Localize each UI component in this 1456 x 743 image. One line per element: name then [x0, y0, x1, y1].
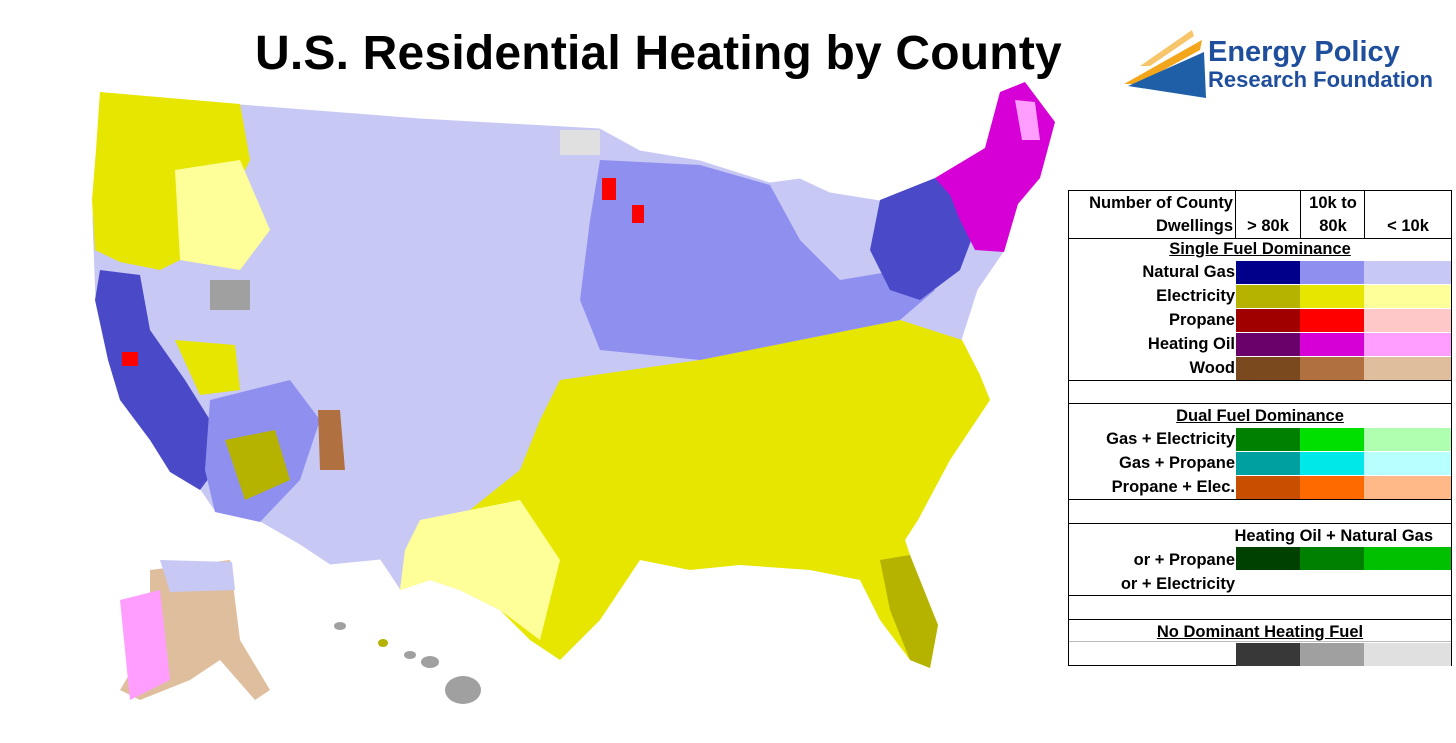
- no-dominant-swatch-medium: [1300, 643, 1364, 666]
- dual-fuel-swatch-large: [1236, 452, 1300, 475]
- wisconsin-propane: [632, 205, 644, 223]
- legend-col3-label: < 10k: [1387, 217, 1429, 235]
- legend-header: Number of County Dwellings > 80k 10k to …: [1069, 191, 1451, 239]
- legend-table: Number of County Dwellings > 80k 10k to …: [1068, 190, 1452, 666]
- dual-fuel-swatch-medium: [1300, 452, 1364, 475]
- single-fuel-swatch-small: [1364, 357, 1451, 380]
- midwest-gas: [580, 160, 935, 360]
- california-propane: [122, 352, 138, 366]
- legend-header-label: Number of County Dwellings: [1069, 191, 1235, 238]
- no-dominant-title: No Dominant Heating Fuel: [1156, 623, 1364, 641]
- logo-line1: Energy Policy: [1208, 36, 1400, 68]
- logo-line2: Research Foundation: [1208, 67, 1433, 92]
- map-title: U.S. Residential Heating by County: [255, 27, 1062, 80]
- single-fuel-label: Wood: [1189, 359, 1235, 377]
- legend-divider-5: [1069, 595, 1451, 596]
- hawaii-oahu: [404, 651, 416, 659]
- legend-divider-3: [1069, 499, 1451, 500]
- single-fuel-label: Propane: [1168, 311, 1235, 329]
- legend-col1-label: > 80k: [1247, 217, 1289, 235]
- florida-electricity: [880, 555, 938, 668]
- oil-combo-line2: or + Propane: [1133, 551, 1235, 569]
- utah-none: [210, 280, 250, 310]
- legend-header-col1: > 80k: [1237, 191, 1299, 238]
- single-fuel-swatch-large: [1236, 309, 1300, 332]
- dual-fuel-label: Gas + Propane: [1118, 454, 1235, 472]
- legend-divider-7: [1069, 641, 1451, 642]
- dual-fuel-swatch-medium: [1300, 476, 1364, 499]
- single-fuel-swatch-small: [1364, 285, 1451, 308]
- maine-oil-light: [1015, 100, 1040, 140]
- legend-header-divider-2: [1300, 191, 1301, 238]
- legend-header-label-line1: Number of County: [1089, 194, 1233, 212]
- single-fuel-swatch-large: [1236, 285, 1300, 308]
- epr-logo: Energy Policy Research Foundation: [1120, 22, 1450, 102]
- dual-fuel-title: Dual Fuel Dominance: [1176, 407, 1344, 425]
- oil-combo-swatch-large: [1236, 547, 1300, 570]
- no-dominant-swatch-small: [1364, 643, 1451, 666]
- idaho-electricity: [175, 160, 270, 270]
- alaska-gas-light: [160, 560, 235, 592]
- oil-combo-line3: or + Electricity: [1120, 575, 1235, 593]
- hawaii-maui: [421, 656, 439, 668]
- legend-header-divider-1: [1235, 191, 1236, 238]
- single-fuel-swatch-medium: [1300, 309, 1364, 332]
- nevada-electricity: [175, 340, 240, 395]
- legend-header-divider-3: [1364, 191, 1365, 238]
- dual-fuel-swatch-small: [1364, 452, 1451, 475]
- legend-header-col3: < 10k: [1366, 191, 1450, 238]
- dual-fuel-swatch-medium: [1300, 428, 1364, 451]
- dual-fuel-swatch-small: [1364, 428, 1451, 451]
- us-county-map: [91, 81, 1056, 704]
- logo-stripe-light: [1140, 30, 1194, 66]
- california-gas: [95, 270, 215, 490]
- single-fuel-swatch-small: [1364, 333, 1451, 356]
- single-fuel-swatch-large: [1236, 333, 1300, 356]
- legend-col2-label-line1: 10k to: [1309, 194, 1357, 212]
- single-fuel-swatch-large: [1236, 261, 1300, 284]
- legend-header-label-line2: Dwellings: [1155, 217, 1233, 235]
- single-fuel-swatch-medium: [1300, 357, 1364, 380]
- hawaii-kauai: [378, 639, 388, 647]
- logo-stripe-orange: [1124, 40, 1202, 84]
- logo-mark-icon: [1124, 30, 1206, 98]
- dual-fuel-swatch-small: [1364, 476, 1451, 499]
- dual-fuel-label: Propane + Elec.: [1111, 478, 1235, 496]
- single-fuel-label: Natural Gas: [1142, 263, 1235, 281]
- northeast-gas: [870, 178, 975, 300]
- dual-fuel-swatch-large: [1236, 476, 1300, 499]
- legend-divider-2: [1069, 403, 1451, 404]
- no-dominant-swatch-large: [1236, 643, 1300, 666]
- legend-divider-6: [1069, 619, 1451, 620]
- legend-divider-4: [1069, 523, 1451, 524]
- single-fuel-title: Single Fuel Dominance: [1169, 240, 1351, 258]
- hawaii-niihau: [334, 622, 346, 630]
- dual-fuel-swatch-large: [1236, 428, 1300, 451]
- logo-triangle: [1128, 52, 1206, 98]
- single-fuel-swatch-medium: [1300, 285, 1364, 308]
- single-fuel-swatch-medium: [1300, 261, 1364, 284]
- arizona-electricity: [225, 430, 290, 500]
- dual-fuel-label: Gas + Electricity: [1106, 430, 1235, 448]
- oil-combo-title: Heating Oil + Natural Gas: [1234, 527, 1433, 545]
- montana-none: [560, 130, 600, 155]
- single-fuel-swatch-large: [1236, 357, 1300, 380]
- legend-divider-1: [1069, 380, 1451, 381]
- single-fuel-swatch-small: [1364, 261, 1451, 284]
- minnesota-propane: [602, 178, 616, 200]
- oil-combo-swatch-small: [1364, 547, 1451, 570]
- single-fuel-label: Electricity: [1156, 287, 1235, 305]
- texas-electricity-light: [400, 500, 560, 640]
- legend-header-col2: 10k to 80k: [1302, 191, 1364, 238]
- legend-col2-label-line2: 80k: [1319, 217, 1347, 235]
- single-fuel-swatch-medium: [1300, 333, 1364, 356]
- new-mexico-wood: [318, 410, 345, 470]
- single-fuel-label: Heating Oil: [1147, 335, 1235, 353]
- alaska-oil-light: [120, 590, 170, 700]
- oil-combo-swatch-medium: [1300, 547, 1364, 570]
- hawaii-big-island: [445, 676, 481, 704]
- single-fuel-swatch-small: [1364, 309, 1451, 332]
